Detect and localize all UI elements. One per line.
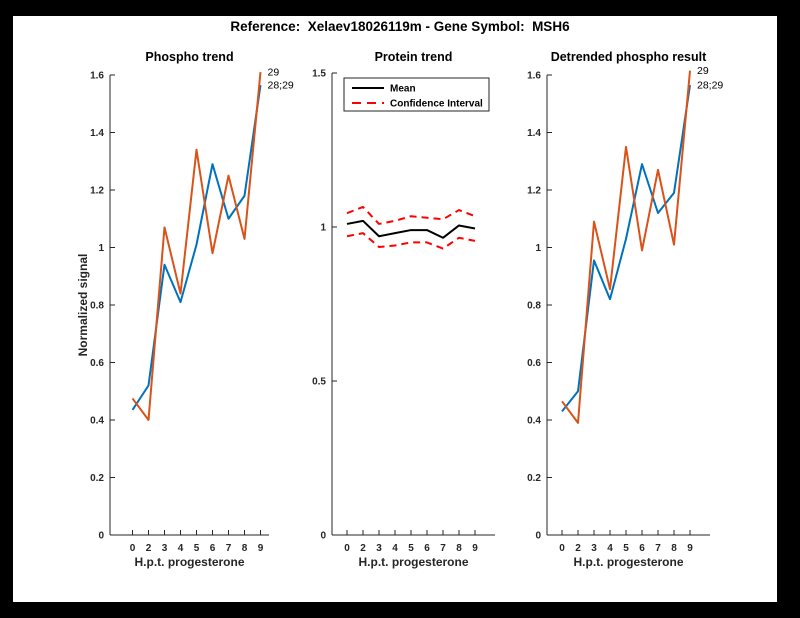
series-line-1: [131, 72, 262, 421]
x-tick-label: 0: [559, 543, 565, 554]
y-tick-label: 0: [535, 531, 541, 542]
x-tick-label: 6: [424, 543, 430, 554]
y-tick-label: 1.6: [90, 71, 104, 82]
y-tick-label: 0: [98, 531, 104, 542]
x-tick-label: 5: [408, 543, 414, 554]
x-tick-label: 3: [376, 543, 382, 554]
series-line-0: [561, 84, 691, 412]
x-axis-label: H.p.t. progesterone: [573, 555, 683, 569]
x-tick-label: 0: [344, 543, 350, 554]
chart-0: 0 2 3 4 5 6 7 8 900.20.40.60.811.21.41.6 2928;29P…: [76, 50, 294, 569]
y-tick-label: 0.8: [90, 301, 104, 312]
x-tick-label: 8: [671, 543, 677, 554]
series-line-1: [561, 70, 691, 424]
y-tick-label: 1.2: [527, 186, 541, 197]
figure-canvas: [13, 16, 777, 602]
legend-label-0: Mean: [390, 84, 416, 95]
x-axis-label: H.p.t. progesterone: [134, 555, 244, 569]
legend: Mean Confidence Interval: [343, 77, 490, 112]
y-tick-label: 1.2: [90, 186, 104, 197]
x-tick-label: 8: [242, 543, 248, 554]
endpoint-annotation-1: 28;29: [268, 80, 294, 92]
y-tick-label: 1.4: [90, 128, 104, 139]
endpoint-annotation-1: 28;29: [697, 80, 723, 92]
y-tick-label: 0.2: [527, 473, 541, 484]
series-line-0: [346, 219, 476, 239]
series-line-2: [346, 232, 476, 250]
y-tick-label: 0.4: [527, 416, 541, 427]
legend-label-1: Confidence Interval: [390, 99, 483, 110]
chart-2: 0 2 3 4 5 6 7 8 900.20.40.60.811.21.41.6 2928;29D…: [527, 50, 723, 569]
x-axis-label: H.p.t. progesterone: [358, 555, 468, 569]
x-tick-label: 2: [360, 543, 366, 554]
y-tick-label: 1.5: [312, 69, 326, 80]
y-tick-label: 1: [98, 243, 104, 254]
x-tick-label: 4: [607, 543, 613, 554]
y-tick-label: 0: [320, 531, 326, 542]
x-tick-label: 5: [194, 543, 200, 554]
y-tick-label: 0.5: [312, 377, 326, 388]
x-tick-label: 9: [687, 543, 693, 554]
x-tick-label: 6: [639, 543, 645, 554]
x-tick-label: 4: [178, 543, 184, 554]
figure-title: Reference: Xelaev18026119m - Gene Symbol…: [230, 19, 570, 34]
y-tick-label: 1: [320, 223, 326, 234]
series-line-0: [131, 84, 262, 411]
y-axis-label: Normalized signal: [76, 254, 90, 357]
x-tick-label: 3: [591, 543, 597, 554]
x-tick-label: 4: [392, 543, 398, 554]
x-tick-label: 9: [258, 543, 264, 554]
x-tick-label: 2: [146, 543, 152, 554]
y-tick-label: 1.6: [527, 71, 541, 82]
y-tick-label: 0.6: [90, 358, 104, 369]
y-tick-label: 0.2: [90, 473, 104, 484]
endpoint-annotation-0: 29: [268, 67, 280, 79]
x-tick-label: 2: [575, 543, 581, 554]
y-tick-label: 0.4: [90, 416, 104, 427]
y-tick-label: 1.4: [527, 128, 541, 139]
x-tick-label: 8: [456, 543, 462, 554]
y-tick-label: 0.8: [527, 301, 541, 312]
y-tick-label: 0.6: [527, 358, 541, 369]
x-tick-label: 7: [655, 543, 661, 554]
chart-title: Phospho trend: [145, 50, 233, 64]
x-tick-label: 5: [623, 543, 629, 554]
x-tick-label: 3: [162, 543, 168, 554]
x-tick-label: 0: [130, 543, 136, 554]
x-tick-label: 7: [226, 543, 232, 554]
chart-title: Protein trend: [375, 50, 453, 64]
x-tick-label: 7: [440, 543, 446, 554]
legend-box: [343, 77, 490, 112]
y-tick-label: 1: [535, 243, 541, 254]
chart-title: Detrended phospho result: [551, 50, 707, 64]
x-tick-label: 6: [210, 543, 216, 554]
series-line-1: [346, 205, 476, 225]
endpoint-annotation-0: 29: [697, 65, 709, 77]
x-tick-label: 9: [472, 543, 478, 554]
